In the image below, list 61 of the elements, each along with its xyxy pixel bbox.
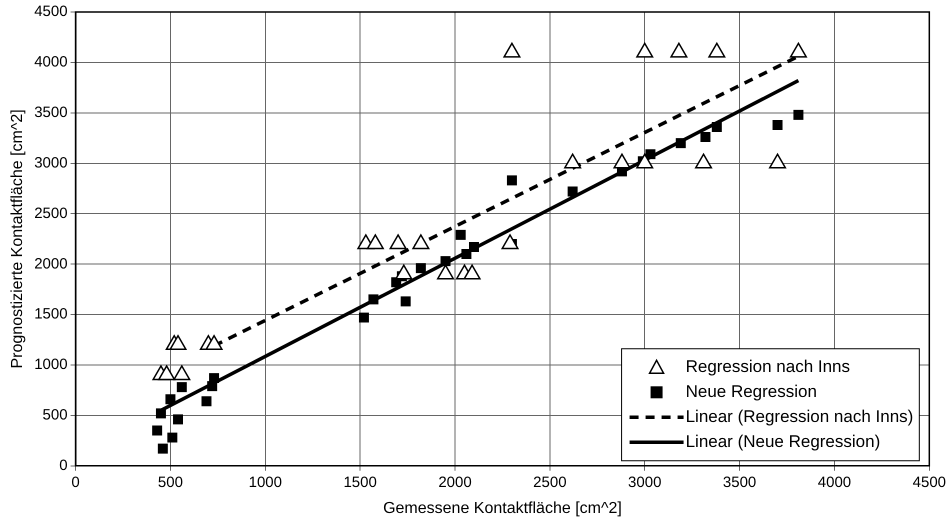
point — [468, 242, 479, 252]
point — [176, 382, 187, 392]
y-tick-label: 1500 — [34, 306, 68, 323]
point — [209, 373, 220, 384]
point — [700, 132, 710, 142]
point — [456, 230, 466, 240]
y-tick-label: 3000 — [34, 154, 68, 172]
y-tick-label: 2500 — [34, 204, 68, 222]
point — [503, 42, 520, 58]
y-tick-label: 4000 — [34, 54, 68, 71]
y-tick-label: 3500 — [34, 104, 68, 121]
x-axis-title: Gemessene Kontaktfläche [cm^2] — [383, 500, 622, 517]
point — [645, 149, 656, 160]
point — [368, 294, 378, 304]
point — [167, 432, 178, 443]
legend-label: Neue Regression — [686, 382, 817, 401]
x-tick-label: 4500 — [912, 474, 946, 491]
point — [506, 175, 517, 186]
y-tick-label: 500 — [42, 406, 68, 424]
point — [636, 42, 654, 58]
point — [152, 426, 162, 436]
point — [793, 110, 804, 120]
x-tick-label: 3000 — [628, 474, 662, 491]
legend-label: Linear (Regression nach Inns) — [686, 406, 914, 426]
y-tick-label: 0 — [59, 456, 68, 474]
point — [790, 42, 807, 58]
point — [173, 414, 184, 424]
point — [772, 120, 783, 130]
legend-label: Linear (Neue Regression) — [686, 432, 880, 451]
point — [613, 154, 631, 169]
y-tick-label: 1000 — [34, 356, 68, 374]
y-tick-label: 2000 — [34, 255, 68, 272]
point — [695, 154, 712, 169]
legend-label: Regression nach Inns — [686, 356, 850, 376]
y-axis-title: Prognostizierte Kontaktfläche [cm^2] — [9, 109, 26, 368]
y-tick-label: 4500 — [34, 3, 68, 20]
point — [201, 396, 212, 406]
x-tick-label: 500 — [158, 474, 183, 491]
x-tick-label: 2500 — [533, 474, 567, 491]
x-tick-label: 0 — [71, 474, 80, 491]
point — [400, 296, 411, 306]
point — [440, 256, 451, 266]
point — [358, 312, 369, 323]
point — [768, 154, 786, 169]
point — [416, 263, 426, 274]
point — [708, 42, 726, 58]
point — [676, 138, 686, 148]
point — [564, 154, 582, 169]
x-tick-label: 4000 — [818, 474, 852, 491]
point — [156, 408, 166, 418]
x-tick-label: 3500 — [722, 474, 756, 491]
point — [158, 444, 168, 454]
point — [568, 186, 578, 196]
point — [165, 394, 176, 404]
x-tick-label: 1500 — [343, 474, 377, 491]
point — [712, 122, 722, 132]
point — [636, 154, 654, 169]
x-tick-label: 1000 — [248, 474, 282, 491]
point — [670, 42, 688, 58]
x-tick-label: 2000 — [438, 474, 472, 491]
point — [461, 249, 472, 260]
